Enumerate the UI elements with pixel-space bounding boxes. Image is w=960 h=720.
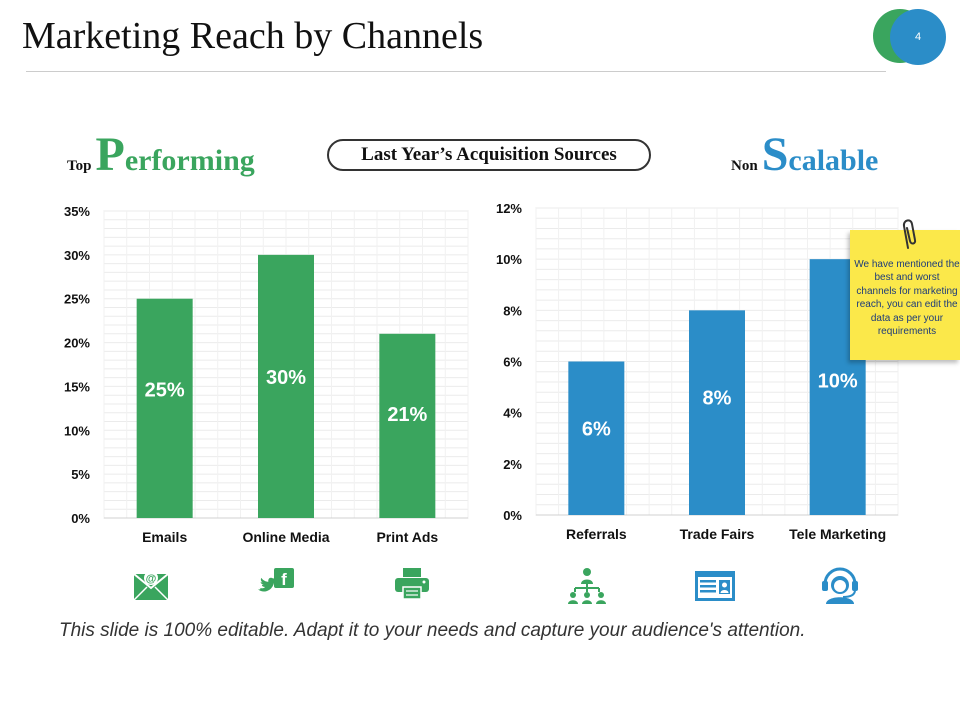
y-tick-label: 10% bbox=[64, 423, 90, 438]
x-tick-label: Trade Fairs bbox=[680, 526, 755, 542]
data-label: 21% bbox=[387, 404, 427, 426]
y-tick-label: 0% bbox=[71, 511, 90, 526]
data-label: 6% bbox=[582, 419, 611, 441]
x-tick-label: Referrals bbox=[566, 526, 627, 542]
printer-icon bbox=[395, 568, 429, 600]
data-label: 30% bbox=[266, 367, 306, 389]
right-heading-rest: calable bbox=[788, 144, 879, 177]
id-card-icon bbox=[695, 571, 735, 601]
data-label: 25% bbox=[145, 380, 185, 402]
sticky-note: We have mentioned the best and worst cha… bbox=[850, 230, 960, 360]
left-heading-initial: P bbox=[95, 128, 125, 181]
data-label: 8% bbox=[703, 387, 732, 409]
y-tick-label: 10% bbox=[496, 252, 522, 267]
x-tick-label: Print Ads bbox=[376, 529, 438, 545]
y-tick-label: 0% bbox=[503, 508, 522, 523]
svg-text:@: @ bbox=[146, 573, 157, 585]
sticky-note-text: We have mentioned the best and worst cha… bbox=[854, 259, 960, 338]
bar-online-media bbox=[258, 254, 314, 518]
paperclip-icon bbox=[902, 219, 917, 249]
data-label: 10% bbox=[818, 370, 858, 392]
left-heading: Top Performing bbox=[67, 131, 255, 179]
chart-non-scalable: 0% 2% 4% 6% 8% 10% 12% 6% Referrals 8% Trade Fairs… bbox=[496, 201, 899, 542]
right-heading-prefix: Non bbox=[731, 158, 758, 174]
social-media-icon: f bbox=[258, 568, 294, 592]
x-tick-label: Tele Marketing bbox=[789, 526, 886, 542]
footer-caption: This slide is 100% editable. Adapt it to… bbox=[59, 620, 806, 641]
y-tick-label: 4% bbox=[503, 406, 522, 421]
x-tick-label: Emails bbox=[142, 529, 187, 545]
y-tick-label: 12% bbox=[496, 201, 522, 216]
bar-referrals bbox=[568, 361, 625, 515]
page-number-badge: 4 bbox=[890, 9, 946, 65]
y-tick-label: 6% bbox=[503, 355, 522, 370]
acquisition-sources-label: Last Year’s Acquisition Sources bbox=[327, 139, 651, 171]
right-heading-initial: S bbox=[761, 128, 789, 181]
y-tick-label: 5% bbox=[71, 467, 90, 482]
bar-print-ads bbox=[379, 333, 436, 518]
right-heading: Non Scalable bbox=[731, 131, 878, 179]
slide-title: Marketing Reach by Channels bbox=[22, 15, 484, 57]
headset-operator-icon bbox=[822, 567, 858, 604]
y-tick-label: 15% bbox=[64, 379, 90, 394]
y-tick-label: 8% bbox=[503, 303, 522, 318]
bar-emails bbox=[136, 298, 193, 518]
x-tick-label: Online Media bbox=[242, 529, 329, 545]
title-divider bbox=[26, 71, 886, 72]
chart-top-performing: 0% 5% 10% 15% 20% 25% 30% 35% 25% Emails 30% Online… bbox=[64, 204, 469, 545]
y-tick-label: 2% bbox=[503, 457, 522, 472]
y-tick-label: 30% bbox=[64, 248, 90, 263]
email-icon: @ bbox=[133, 571, 169, 601]
left-heading-prefix: Top bbox=[67, 158, 92, 174]
svg-text:f: f bbox=[281, 570, 287, 589]
y-tick-label: 20% bbox=[64, 336, 90, 351]
y-tick-label: 35% bbox=[64, 204, 90, 219]
y-tick-label: 25% bbox=[64, 292, 90, 307]
bar-trade-fairs bbox=[689, 310, 745, 515]
network-icon bbox=[568, 568, 606, 604]
left-heading-rest: erforming bbox=[124, 144, 255, 177]
